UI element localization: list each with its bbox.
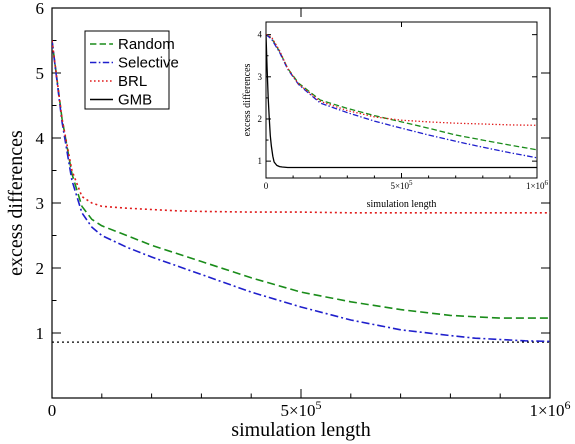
legend-label-selective: Selective: [118, 55, 179, 72]
main-series-group: [52, 40, 550, 343]
legend-label-gmb: GMB: [118, 92, 152, 109]
inset-series-gmb: [266, 34, 537, 169]
inset-y-tick-label: 1: [258, 156, 263, 166]
main-series-selective: [52, 40, 550, 343]
inset-y-tick-label: 2: [258, 114, 263, 124]
legend-box: [84, 30, 170, 110]
main-y-tick-label: 1: [36, 324, 45, 343]
main-series-random: [52, 40, 550, 319]
inset-frame: [265, 21, 538, 179]
main-x-tick-label: 1×106: [529, 398, 570, 420]
inset-y-tick-label: 4: [258, 30, 263, 40]
main-x-tick-label: 5×105: [280, 398, 321, 420]
main-y-tick-label: 2: [36, 259, 45, 278]
legend-label-random: Random: [118, 36, 175, 53]
main-y-tick-label: 6: [36, 0, 45, 18]
inset-x-axis-label: simulation length: [367, 199, 437, 210]
inset-series-selective: [266, 34, 537, 159]
inset-x-tick-label: 5×105: [390, 179, 413, 191]
inset-y-tick-label: 3: [258, 72, 263, 82]
main-y-axis-label: excess differences: [5, 130, 27, 276]
inset-series-brl: [266, 33, 537, 126]
main-y-tick-label: 3: [36, 194, 45, 213]
legend-label-brl: BRL: [118, 73, 147, 90]
inset-y-axis-label: excess differences: [242, 63, 253, 136]
main-y-tick-label: 4: [36, 129, 45, 148]
inset-series-group: [266, 33, 537, 169]
main-y-tick-label: 5: [36, 64, 45, 83]
main-x-axis-label: simulation length: [231, 419, 370, 441]
main-x-tick-label: 0: [48, 401, 57, 420]
main-series-brl: [52, 40, 550, 214]
inset-x-tick-label: 1×106: [526, 179, 549, 191]
inset-x-tick-label: 0: [264, 181, 269, 191]
inset-plot: 1 2 3 4 0 5×105 1×106 simulation length excess d…: [242, 21, 549, 210]
